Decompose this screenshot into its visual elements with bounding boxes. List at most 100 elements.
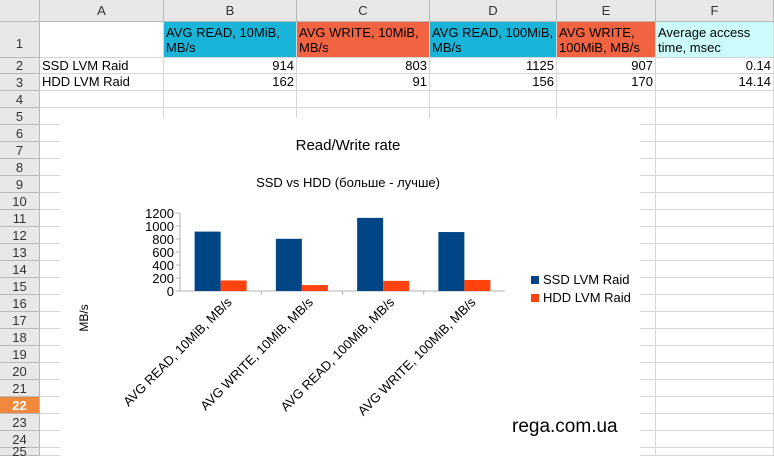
cell-f12[interactable] [656,227,774,244]
column-header-e[interactable]: E [557,0,656,22]
y-tick-label: 1000 [145,219,174,234]
embedded-chart[interactable]: Read/Write rate SSD vs HDD (больше - луч… [60,118,640,456]
row-header-12[interactable]: 12 [0,227,40,244]
cell-f22[interactable] [656,397,774,414]
cell-f10[interactable] [656,193,774,210]
bar-ssd-3 [357,217,384,291]
row-header-11[interactable]: 11 [0,210,40,227]
cell-b3[interactable]: 162 [164,74,297,91]
cell-f17[interactable] [656,312,774,329]
y-tick-label: 400 [152,258,174,273]
row-header-9[interactable]: 9 [0,176,40,193]
cell-b2[interactable]: 914 [164,58,297,74]
row-header-5[interactable]: 5 [0,108,40,125]
column-header-c[interactable]: C [297,0,430,22]
cell-e1[interactable]: AVG WRITE, 100MiB, MB/s [557,22,656,58]
row-header-25[interactable]: 25 [0,445,40,458]
bar-hdd-3 [383,280,410,291]
select-all-corner[interactable] [0,0,40,22]
row-header-21[interactable]: 21 [0,380,40,397]
cell-a2[interactable]: SSD LVM Raid [40,58,164,74]
y-tick-label: 200 [152,271,174,286]
y-tick-label: 800 [152,232,174,247]
row-header-8[interactable]: 8 [0,159,40,176]
cell-f20[interactable] [656,363,774,380]
cell-c2[interactable]: 803 [297,58,430,74]
legend-swatch-ssd [531,276,539,284]
cell-a4[interactable] [40,91,164,108]
cell-c3[interactable]: 91 [297,74,430,91]
cell-f1[interactable]: Average access time, msec [656,22,774,58]
cell-f13[interactable] [656,244,774,261]
cell-b1[interactable]: AVG READ, 10MiB, MB/s [164,22,297,58]
row-header-2[interactable]: 2 [0,58,40,74]
row-header-1[interactable]: 1 [0,22,40,58]
y-tick-label: 1200 [145,206,174,221]
row-header-6[interactable]: 6 [0,125,40,142]
cell-f18[interactable] [656,329,774,346]
cell-f25[interactable] [656,448,774,456]
cell-f19[interactable] [656,346,774,363]
cell-f2[interactable]: 0.14 [656,58,774,74]
column-header-d[interactable]: D [430,0,557,22]
legend-label-hdd: HDD LVM Raid [543,290,631,305]
cell-a3[interactable]: HDD LVM Raid [40,74,164,91]
cell-f8[interactable] [656,159,774,176]
cell-d1[interactable]: AVG READ, 100MiB, MB/s [430,22,557,58]
row-header-3[interactable]: 3 [0,74,40,91]
row-header-15[interactable]: 15 [0,278,40,295]
row-header-20[interactable]: 20 [0,363,40,380]
bar-ssd-1 [194,231,221,291]
row-header-4[interactable]: 4 [0,91,40,108]
cell-f11[interactable] [656,210,774,227]
cell-d3[interactable]: 156 [430,74,557,91]
cell-c4[interactable] [297,91,430,108]
cell-d2[interactable]: 1125 [430,58,557,74]
bar-ssd-2 [275,238,302,291]
row-header-22[interactable]: 22 [0,397,40,414]
y-tick-label: 0 [167,284,174,299]
watermark-text: rega.com.ua [512,416,618,437]
column-header-b[interactable]: B [164,0,297,22]
row-header-7[interactable]: 7 [0,142,40,159]
cell-e3[interactable]: 170 [557,74,656,91]
chart-ylabel: MB/s [77,304,91,331]
cell-e4[interactable] [557,91,656,108]
cell-f7[interactable] [656,142,774,159]
chart-subtitle: SSD vs HDD (больше - лучше) [256,175,440,190]
row-header-18[interactable]: 18 [0,329,40,346]
cell-f15[interactable] [656,278,774,295]
cell-c1[interactable]: AVG WRITE, 10MiB, MB/s [297,22,430,58]
cell-e2[interactable]: 907 [557,58,656,74]
row-header-24[interactable]: 24 [0,431,40,448]
column-header-f[interactable]: F [656,0,774,22]
bar-hdd-1 [220,280,247,291]
bar-hdd-4 [464,279,491,291]
row-header-19[interactable]: 19 [0,346,40,363]
cell-d4[interactable] [430,91,557,108]
legend-swatch-hdd [531,294,539,302]
y-tick-label: 600 [152,245,174,260]
row-header-23[interactable]: 23 [0,414,40,431]
column-header-a[interactable]: A [40,0,164,22]
cell-f6[interactable] [656,125,774,142]
cell-f3[interactable]: 14.14 [656,74,774,91]
row-header-17[interactable]: 17 [0,312,40,329]
cell-f9[interactable] [656,176,774,193]
row-header-16[interactable]: 16 [0,295,40,312]
cell-f4[interactable] [656,91,774,108]
row-header-13[interactable]: 13 [0,244,40,261]
cell-b4[interactable] [164,91,297,108]
cell-f5[interactable] [656,108,774,125]
bar-ssd-4 [438,232,465,291]
cell-f21[interactable] [656,380,774,397]
cell-f14[interactable] [656,261,774,278]
cell-f16[interactable] [656,295,774,312]
cell-f24[interactable] [656,431,774,448]
chart-title: Read/Write rate [296,137,401,154]
row-header-14[interactable]: 14 [0,261,40,278]
row-header-10[interactable]: 10 [0,193,40,210]
cell-a1[interactable] [40,22,164,58]
chart-canvas: Read/Write rate SSD vs HDD (больше - луч… [77,137,631,418]
cell-f23[interactable] [656,414,774,431]
